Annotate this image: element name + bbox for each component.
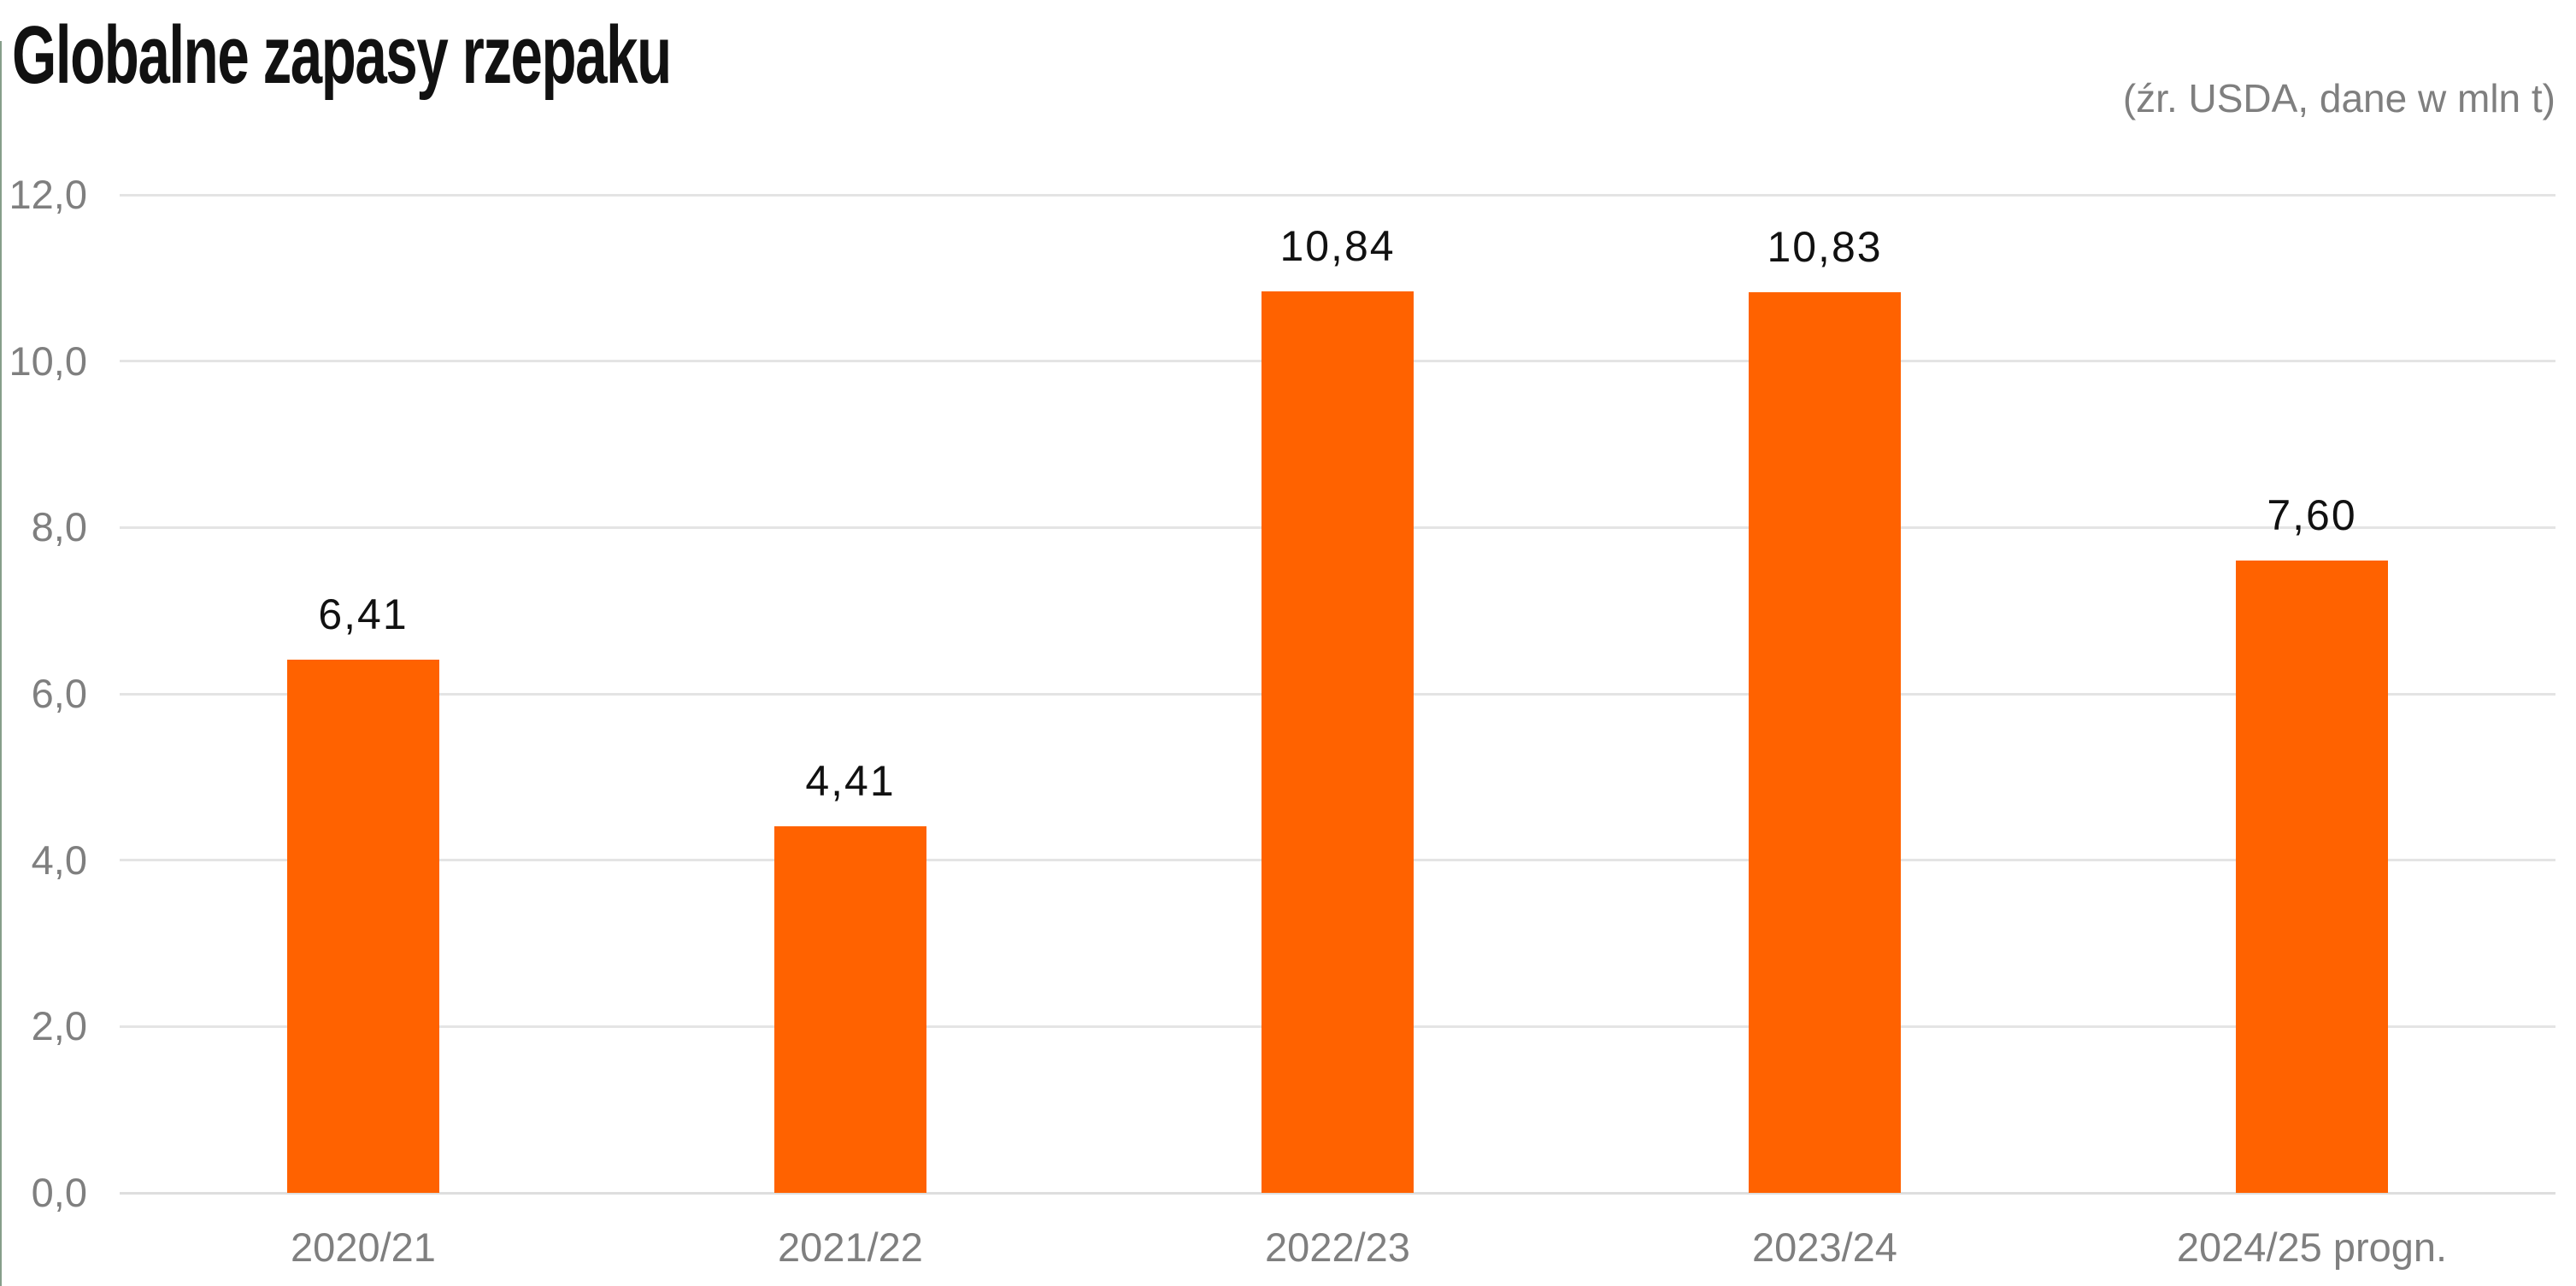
bar-2024/25 progn. — [2236, 561, 2388, 1193]
y-axis-tick-label: 12,0 — [9, 172, 87, 217]
bar-2023/24 — [1749, 291, 1901, 1193]
x-axis-category-label: 2020/21 — [291, 1224, 436, 1270]
bar-2022/23 — [1262, 291, 1414, 1193]
bar-value-label: 10,83 — [1767, 222, 1883, 271]
bar-value-label: 10,84 — [1279, 221, 1396, 270]
y-axis-tick-label: 4,0 — [31, 837, 87, 883]
y-axis-tick-label: 8,0 — [31, 504, 87, 550]
bar-2020/21 — [287, 660, 439, 1193]
bar-value-label: 7,60 — [2267, 491, 2357, 540]
gridline — [120, 193, 2555, 197]
left-edge-line — [0, 41, 2, 1286]
chart-source-note: (źr. USDA, dane w mln t) — [2122, 76, 2555, 120]
bar-2021/22 — [774, 825, 926, 1193]
x-axis-category-label: 2023/24 — [1752, 1224, 1897, 1270]
x-axis-baseline — [120, 1191, 2555, 1195]
y-axis-tick-label: 2,0 — [31, 1003, 87, 1049]
y-axis-tick-label: 10,0 — [9, 338, 87, 384]
y-axis-tick-label: 6,0 — [31, 671, 87, 716]
x-axis-category-label: 2024/25 progn. — [2176, 1224, 2448, 1270]
bar-value-label: 4,41 — [805, 756, 896, 805]
bar-value-label: 6,41 — [318, 590, 409, 639]
y-axis-tick-label: 0,0 — [31, 1170, 87, 1215]
chart-title: Globalne zapasy rzepaku — [12, 9, 672, 101]
x-axis-category-label: 2022/23 — [1265, 1224, 1410, 1270]
x-axis-category-label: 2021/22 — [778, 1224, 923, 1270]
